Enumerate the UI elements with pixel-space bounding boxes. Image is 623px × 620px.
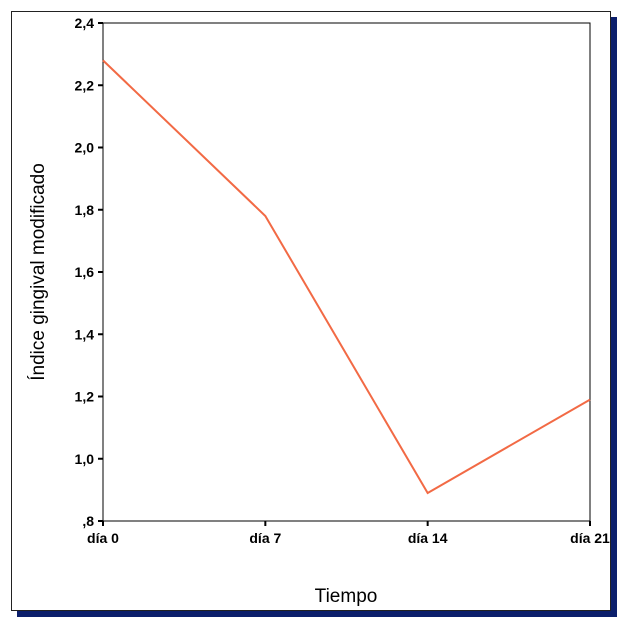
y-tick-label: ,8 — [82, 513, 94, 529]
x-tick-label: día 7 — [249, 530, 281, 546]
x-tick-label: día 14 — [408, 530, 448, 546]
y-tick-label: 1,6 — [75, 264, 95, 280]
y-tick-label: 1,2 — [75, 389, 95, 405]
y-tick-label: 1,8 — [75, 202, 95, 218]
y-tick-label: 2,4 — [75, 15, 95, 31]
series-group — [102, 59, 591, 495]
y-axis: ,8 1,0 1,2 1,4 1,6 1,8 2,0 2,2 2,4 — [75, 15, 103, 529]
y-tick-label: 2,2 — [75, 77, 95, 93]
plot-area — [102, 22, 591, 522]
x-tick-label: día 21 — [570, 530, 610, 546]
y-tick-label: 1,4 — [75, 326, 95, 342]
y-tick-label: 1,0 — [75, 451, 95, 467]
x-tick-label: día 0 — [87, 530, 119, 546]
series-line — [102, 59, 591, 495]
y-axis-title: Índice gingival modificado — [28, 163, 49, 381]
x-axis-title: Tiempo — [315, 586, 378, 607]
y-tick-label: 2,0 — [75, 140, 95, 156]
x-axis: día 0 día 7 día 14 día 21 — [87, 521, 610, 546]
